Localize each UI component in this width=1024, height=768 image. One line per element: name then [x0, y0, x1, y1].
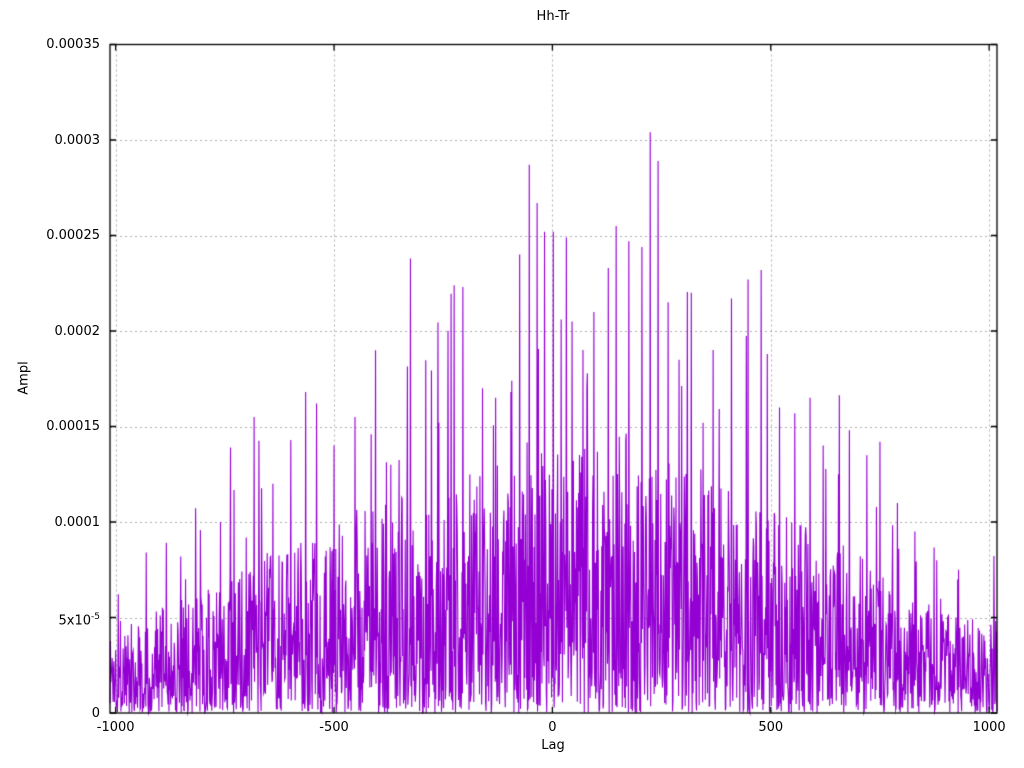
y-tick-label: 0.00035 [46, 37, 100, 52]
x-tick-label: 500 [758, 720, 784, 735]
x-tick-label: 1000 [972, 720, 1006, 735]
x-tick-label: 0 [548, 720, 557, 735]
y-tick-label: 0.00015 [46, 419, 100, 434]
y-tick-label: 0.0001 [54, 514, 101, 530]
x-tick-label: -1000 [96, 720, 135, 735]
x-axis-label: Lag [541, 738, 565, 753]
x-tick-label: -500 [319, 720, 349, 735]
y-tick-label: 0.00025 [46, 228, 100, 243]
y-tick-label: 0.0002 [54, 323, 101, 339]
y-tick-label: 0.0003 [54, 132, 101, 148]
chart-title: Hh-Tr [536, 9, 570, 24]
y-tick-label: 0 [91, 705, 100, 721]
y-tick-label: 5x10-5 [58, 612, 101, 629]
